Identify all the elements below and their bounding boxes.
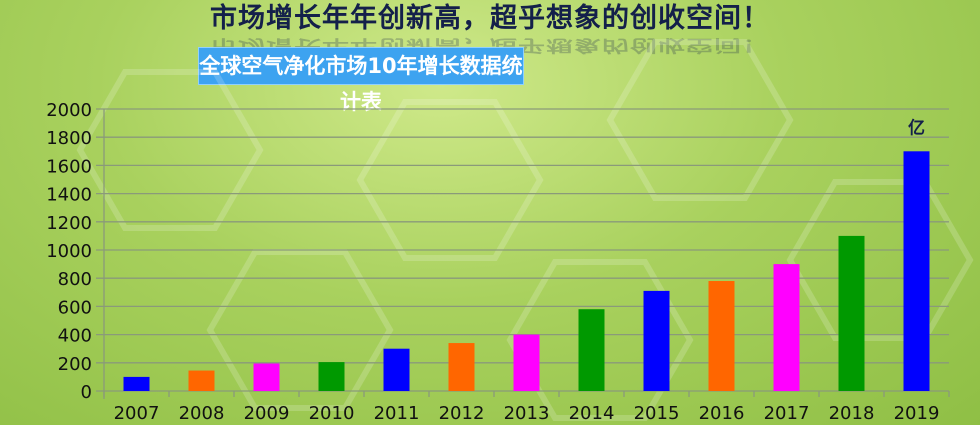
- y-tick-label: 2000: [46, 100, 92, 121]
- bar-2015: [643, 290, 670, 391]
- x-tick-label: 2017: [764, 403, 810, 424]
- y-tick-label: 1400: [46, 185, 92, 206]
- bar-2011: [383, 348, 410, 391]
- bar-2014: [578, 309, 605, 391]
- x-tick-label: 2015: [634, 403, 680, 424]
- y-tick-label: 400: [58, 326, 92, 347]
- bar-2017: [773, 264, 800, 391]
- y-tick-label: 1000: [46, 241, 92, 262]
- bar-2019: [903, 151, 930, 391]
- unit-label: 亿: [908, 117, 925, 138]
- bar-2012: [448, 343, 475, 391]
- bar-2013: [513, 334, 540, 391]
- y-tick-label: 1800: [46, 128, 92, 149]
- x-tick-label: 2012: [439, 403, 485, 424]
- x-tick-label: 2018: [829, 403, 875, 424]
- x-tick-label: 2008: [179, 403, 225, 424]
- x-tick-label: 2009: [244, 403, 290, 424]
- y-tick-label: 600: [58, 297, 92, 318]
- x-tick-label: 2013: [504, 403, 550, 424]
- headline: 市场增长年年创新高，超乎想象的创收空间！: [210, 3, 770, 34]
- y-tick-label: 200: [58, 354, 92, 375]
- chart-title: 全球空气净化市场10年增长数据统计表: [198, 47, 524, 114]
- y-tick-label: 1600: [46, 156, 92, 177]
- x-tick-label: 2019: [894, 403, 940, 424]
- y-tick-label: 800: [58, 269, 92, 290]
- bar-2008: [188, 370, 215, 391]
- bar-2009: [253, 363, 280, 391]
- bar-2010: [318, 362, 345, 391]
- y-tick-label: 0: [81, 382, 92, 403]
- x-tick-label: 2011: [374, 403, 420, 424]
- x-tick-label: 2007: [114, 403, 160, 424]
- bar-2018: [838, 235, 865, 391]
- y-tick-label: 1200: [46, 213, 92, 234]
- x-tick-label: 2010: [309, 403, 355, 424]
- bar-2016: [708, 281, 735, 391]
- x-tick-label: 2016: [699, 403, 745, 424]
- x-tick-label: 2014: [569, 403, 615, 424]
- bar-2007: [123, 376, 150, 391]
